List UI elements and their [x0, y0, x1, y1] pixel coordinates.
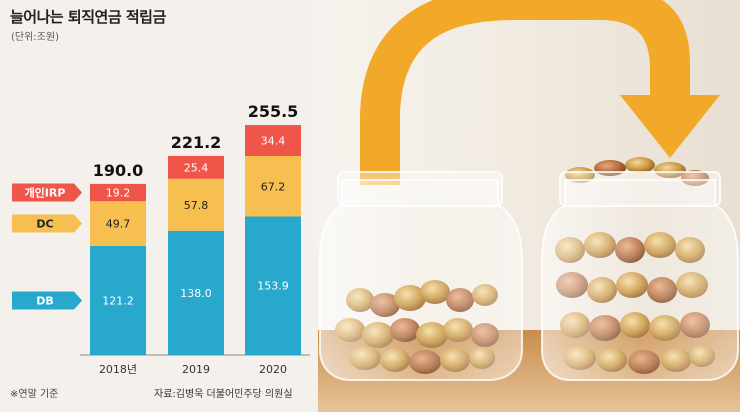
- bar-value-label: 67.2: [261, 180, 286, 193]
- legend-label: 개인IRP: [25, 186, 66, 200]
- bar-value-label: 138.0: [180, 287, 212, 300]
- source-label: 자료:김병욱 더불어민주당 의원실: [154, 389, 293, 400]
- bar-DB-2019: [168, 230, 224, 355]
- unit-label: (단위:조원): [11, 32, 59, 43]
- total-label: 221.2: [171, 133, 222, 152]
- curved-arrow-icon: [360, 0, 720, 185]
- bar-value-label: 153.9: [257, 280, 289, 293]
- legend-tag-DB: [12, 291, 82, 310]
- total-label: 255.5: [248, 102, 299, 121]
- bar-value-label: 34.4: [261, 135, 286, 148]
- bar-value-label: 25.4: [184, 161, 209, 174]
- category-label: 2020: [259, 363, 287, 376]
- jar-right-icon: [541, 157, 739, 381]
- category-label: 2019: [182, 363, 210, 376]
- category-label: 2018년: [99, 363, 137, 376]
- bar-value-label: 57.8: [184, 199, 209, 212]
- bar-value-label: 49.7: [106, 218, 131, 231]
- bar-value-label: 121.2: [102, 294, 134, 307]
- legend-label: DB: [36, 294, 54, 307]
- bar-개인IRP-2020: [245, 125, 301, 157]
- bar-value-label: 19.2: [106, 187, 131, 200]
- bar-DC-2020: [245, 156, 301, 217]
- bar-DB-2020: [245, 216, 301, 355]
- legend-tag-개인IRP: [12, 183, 82, 202]
- total-label: 190.0: [93, 161, 144, 180]
- bar-DC-2018년: [90, 201, 146, 246]
- bar-개인IRP-2018년: [90, 183, 146, 202]
- legend-tag-DC: [12, 214, 82, 233]
- footnote: ※연말 기준: [10, 389, 59, 400]
- jar-left-icon: [319, 171, 523, 381]
- bar-DB-2018년: [90, 245, 146, 355]
- legend-label: DC: [36, 218, 53, 231]
- bar-개인IRP-2019: [168, 155, 224, 179]
- chart-title: 늘어나는 퇴직연금 적립금: [10, 8, 166, 26]
- bar-DC-2019: [168, 178, 224, 231]
- chart-layer: 121.2 49.7 19.2 190.0 2018년 138.0 57.8 25.4 221.…: [12, 102, 310, 376]
